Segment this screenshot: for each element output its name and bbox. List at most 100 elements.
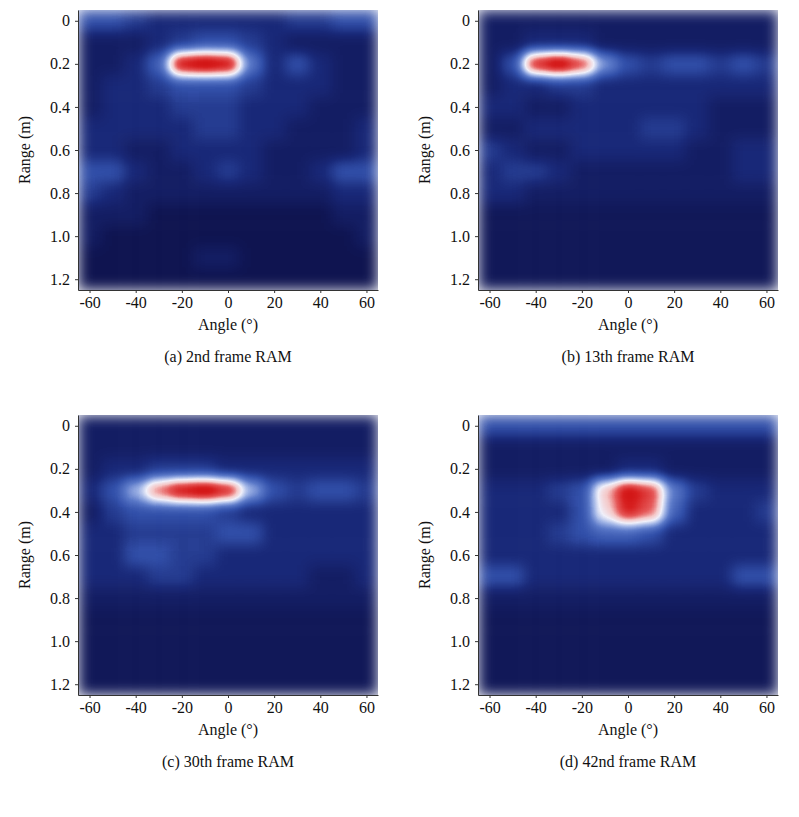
heatmap-cell	[686, 10, 710, 32]
heatmap-cell	[240, 609, 264, 631]
heatmap-cell	[216, 523, 240, 545]
heatmap-cell	[286, 96, 310, 118]
heatmap-cell	[216, 10, 240, 32]
heatmap-cell	[755, 458, 778, 480]
heatmap-cell	[147, 523, 171, 545]
tick-label: 0.2	[450, 55, 470, 72]
heatmap-cell	[170, 566, 194, 588]
tick: 40	[713, 290, 729, 311]
heatmap-cell	[170, 415, 194, 437]
heatmap-cell	[263, 587, 287, 609]
heatmap-cell	[640, 10, 664, 32]
tick: 0.4	[450, 99, 478, 116]
tick-label: 40	[713, 294, 729, 311]
heatmap-cell	[263, 268, 287, 290]
heatmap-cell	[170, 53, 194, 75]
heatmap-cell	[147, 480, 171, 502]
heatmap-cell	[147, 32, 171, 54]
heatmap-cell	[616, 96, 640, 118]
heatmap-cell	[640, 118, 664, 140]
heatmap-cell	[263, 118, 287, 140]
tick: 60	[359, 695, 375, 716]
heatmap-cell	[547, 630, 571, 652]
heatmap-cell	[170, 32, 194, 54]
tick-label: -60	[479, 294, 500, 311]
heatmap-cell	[547, 544, 571, 566]
heatmap-cell	[616, 247, 640, 269]
heatmap-cell	[570, 630, 594, 652]
heatmap-cell	[78, 673, 102, 695]
heatmap-cell	[332, 458, 356, 480]
tick-mark	[320, 695, 321, 698]
heatmap-cell	[732, 268, 756, 290]
heatmap-cell	[124, 161, 148, 183]
heatmap-cell	[309, 96, 333, 118]
heatmap-cell	[170, 630, 194, 652]
heatmap-cell	[170, 139, 194, 161]
heatmap-cell	[686, 458, 710, 480]
heatmap-cell	[686, 204, 710, 226]
tick-label: 0	[62, 12, 70, 29]
heatmap-cell	[286, 673, 310, 695]
heatmap-cell	[501, 415, 525, 437]
heatmap-cell	[170, 10, 194, 32]
heatmap-cell	[263, 96, 287, 118]
heatmap-cell	[263, 415, 287, 437]
heatmap-cell	[663, 480, 687, 502]
heatmap-cell	[309, 161, 333, 183]
heatmap-cell	[124, 10, 148, 32]
heatmap-cell	[501, 247, 525, 269]
heatmap-cell	[501, 268, 525, 290]
heatmap-cell	[124, 32, 148, 54]
heatmap-cell	[332, 566, 356, 588]
heatmap-cell	[547, 437, 571, 459]
heatmap-cell	[570, 523, 594, 545]
heatmap-cell	[78, 415, 102, 437]
heatmap-cell	[547, 523, 571, 545]
heatmap-cell	[547, 139, 571, 161]
heatmap-cell	[124, 225, 148, 247]
heatmap-cell	[732, 161, 756, 183]
y-axis-title: Range (m)	[416, 521, 434, 589]
tick-label: 40	[313, 699, 329, 716]
heatmap-cell	[593, 437, 617, 459]
tick: 1.0	[450, 228, 478, 245]
heatmap-cell	[640, 96, 664, 118]
heatmap-cell	[309, 458, 333, 480]
heatmap-cell	[478, 139, 502, 161]
heatmap-cell	[101, 587, 125, 609]
heatmap-cell	[709, 480, 733, 502]
heatmap-cell	[216, 161, 240, 183]
heatmap-cell	[709, 587, 733, 609]
heatmap-cell	[193, 523, 217, 545]
tick: 60	[759, 290, 775, 311]
heatmap-cell	[640, 204, 664, 226]
heatmap-cell	[216, 247, 240, 269]
heatmap-cell	[501, 32, 525, 54]
heatmap-cell	[709, 268, 733, 290]
heatmap-cell	[355, 225, 378, 247]
heatmap-cell	[686, 225, 710, 247]
heatmap-cell	[124, 523, 148, 545]
x-axis: -60-40-200204060	[479, 695, 779, 716]
heatmap-cell	[170, 480, 194, 502]
heatmap-cell	[501, 225, 525, 247]
heatmap-cell	[732, 247, 756, 269]
heatmap-cell	[170, 75, 194, 97]
heatmap-cell	[478, 53, 502, 75]
heatmap-cell	[355, 96, 378, 118]
heatmap-cell	[332, 587, 356, 609]
heatmap-cell	[593, 458, 617, 480]
heatmap-cell	[570, 161, 594, 183]
heatmap-cell	[755, 415, 778, 437]
heatmap-clip	[478, 10, 778, 290]
tick: -60	[479, 695, 500, 716]
heatmap-cell	[355, 566, 378, 588]
heatmap-cell	[478, 75, 502, 97]
heatmap-cell	[240, 32, 264, 54]
heatmap-cell	[709, 609, 733, 631]
heatmap-cell	[216, 182, 240, 204]
heatmap-cell	[501, 544, 525, 566]
heatmap-cell	[332, 501, 356, 523]
heatmap-cell	[593, 523, 617, 545]
